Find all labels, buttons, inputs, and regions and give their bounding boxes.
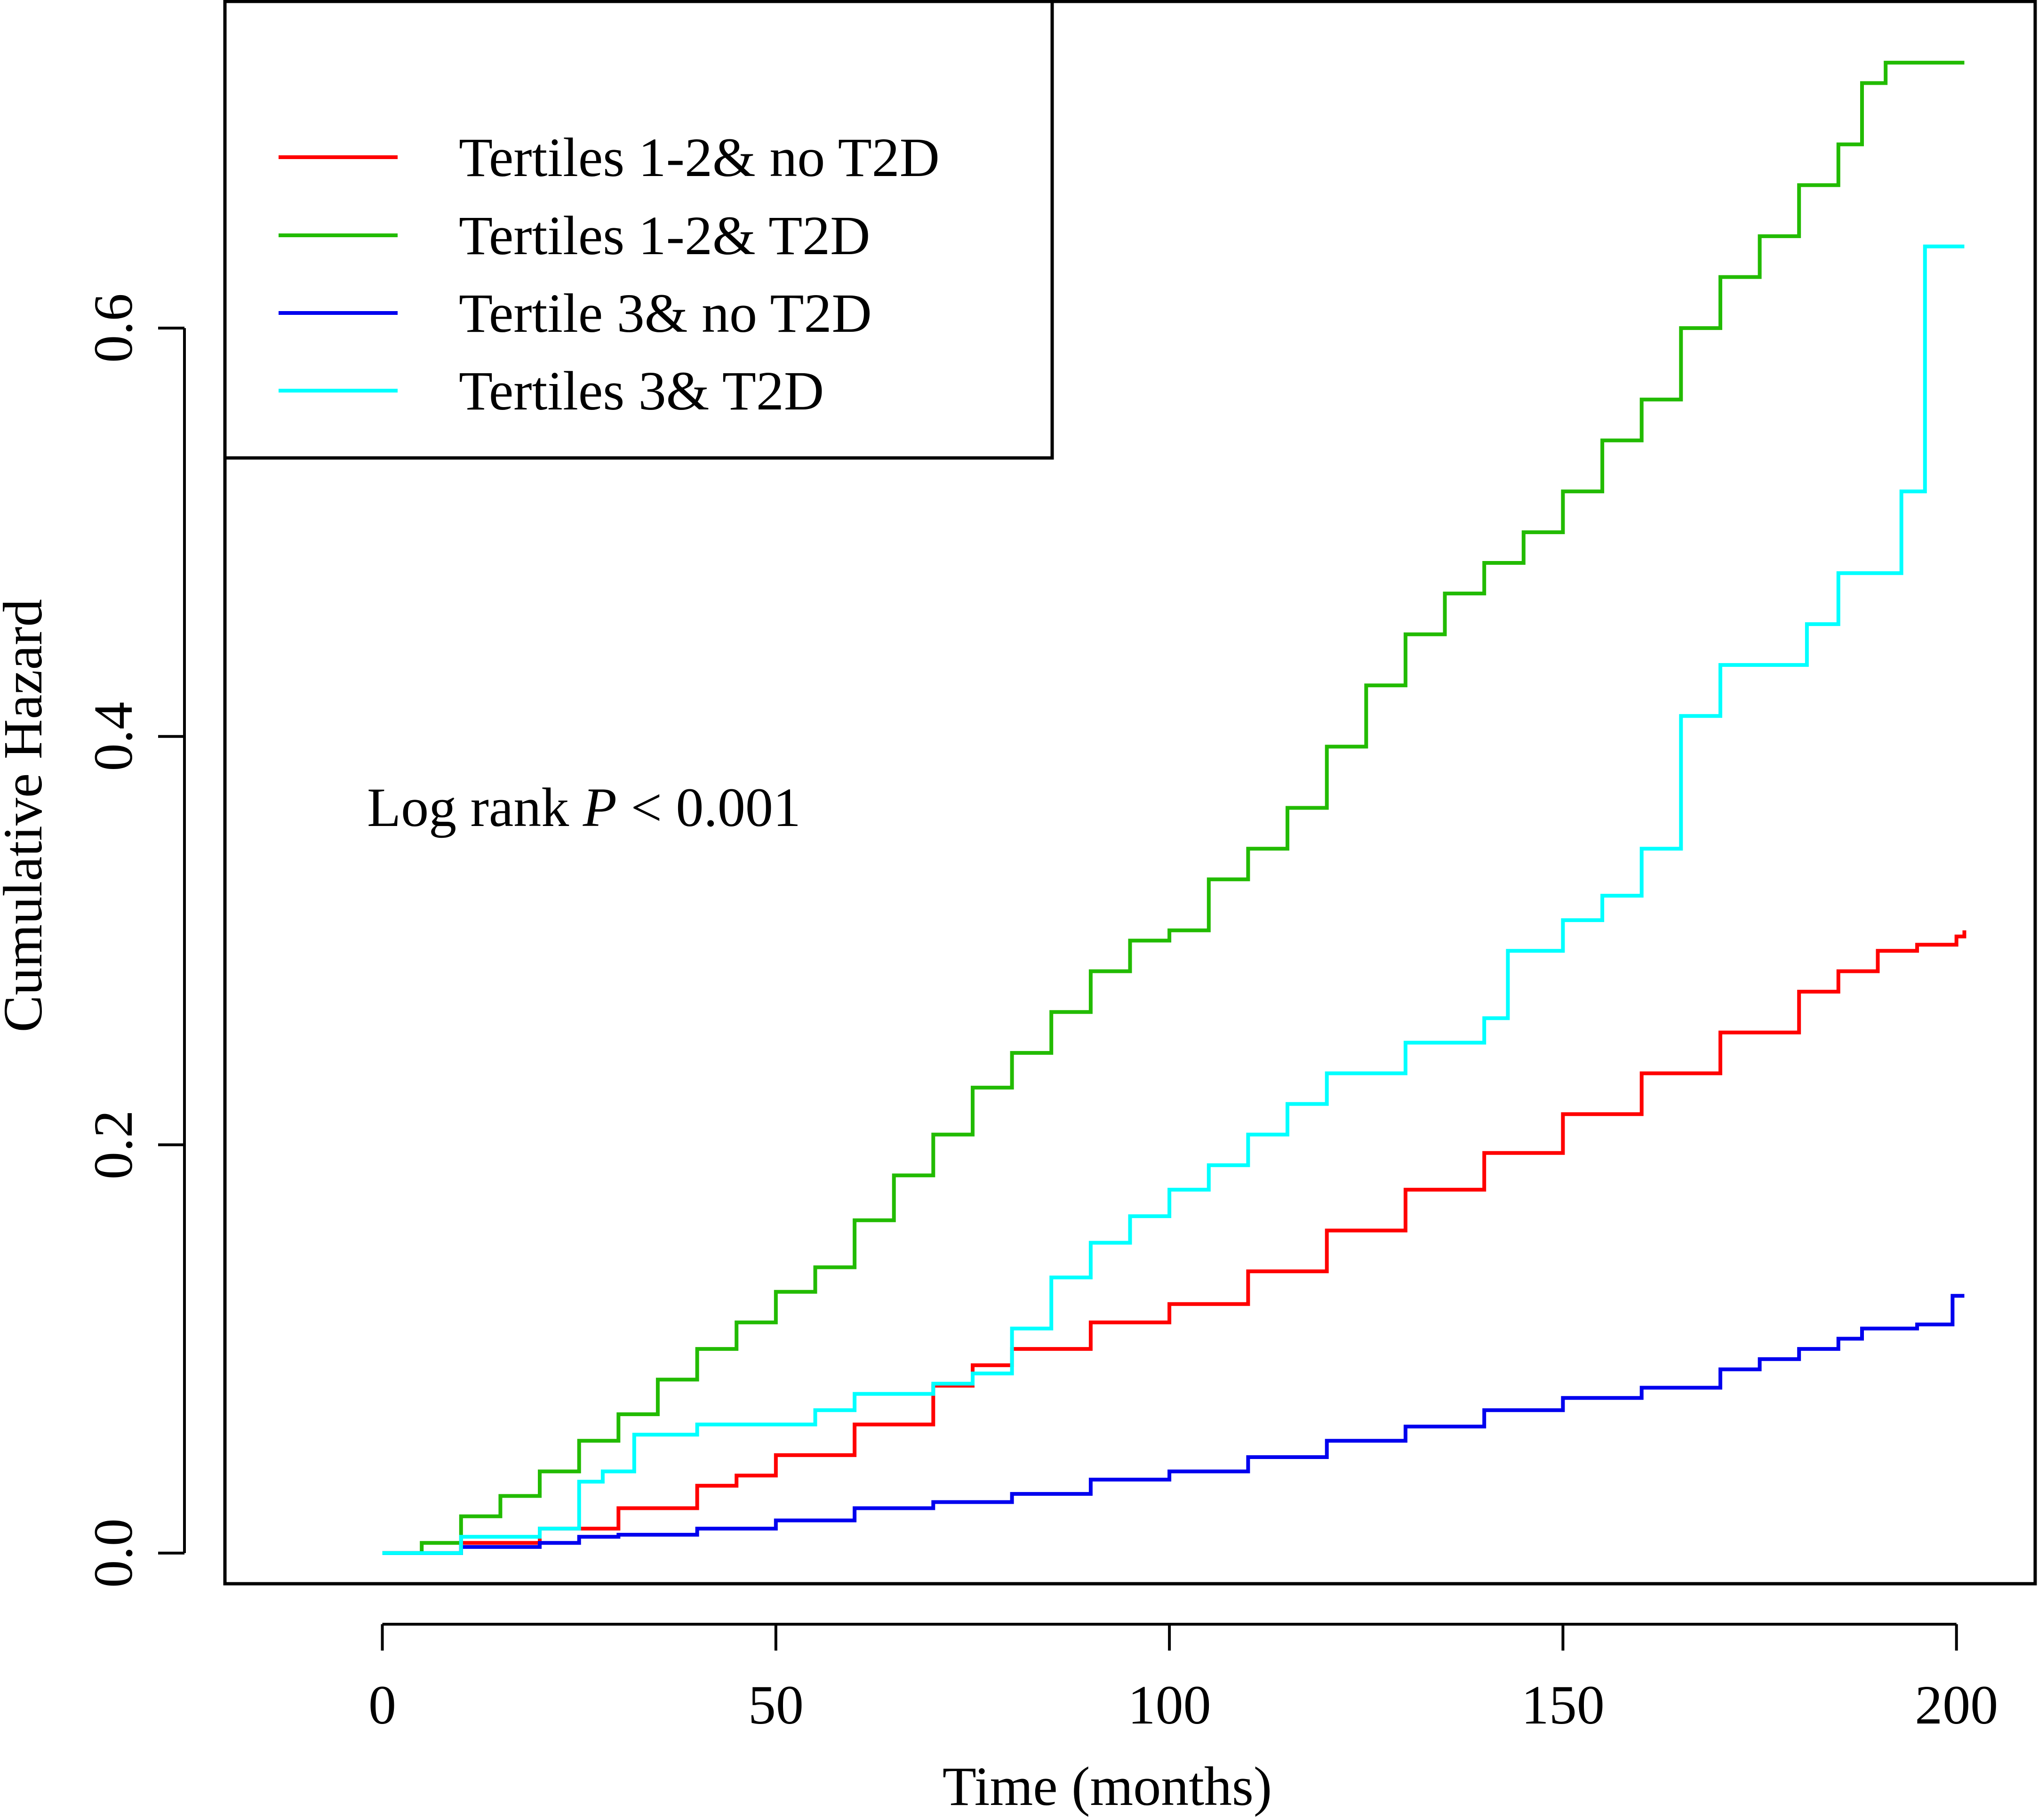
y-axis-title: Cumulative Hazard: [0, 599, 54, 1033]
legend-label-3: Tertile 3& no T2D: [459, 282, 872, 344]
series-layer: [382, 61, 1966, 1555]
series-line-3: [382, 1294, 1965, 1555]
y-tick-label-3: 0.6: [82, 293, 144, 363]
x-axis-title: Time (months): [943, 1756, 1272, 1817]
legend-box: [223, 0, 1054, 460]
annotation-prefix: Log rank: [367, 777, 583, 838]
legend-label-1: Tertiles 1-2& no T2D: [459, 127, 940, 188]
y-tick-label-1: 0.2: [82, 1110, 144, 1180]
plot-frame: [223, 0, 2037, 1586]
series-line-1: [382, 930, 1966, 1555]
y-tick-label-2: 0.4: [82, 702, 144, 771]
x-tick-label-1: 50: [748, 1674, 804, 1736]
legend-label-4: Tertiles 3& T2D: [459, 360, 824, 422]
legend: Tertiles 1-2& no T2D Tertiles 1-2& T2D Ter…: [223, 0, 1054, 460]
series-line-2: [382, 61, 1965, 1555]
x-tick-label-0: 0: [368, 1674, 396, 1736]
y-axis: 0.0 0.2 0.4 0.6: [82, 293, 186, 1588]
legend-label-2: Tertiles 1-2& T2D: [459, 205, 870, 266]
annotation-p: P: [583, 777, 617, 838]
log-rank-annotation: Log rank P < 0.001: [367, 777, 801, 838]
annotation-suffix: < 0.001: [617, 777, 801, 838]
series-line-4: [382, 244, 1965, 1555]
x-tick-label-4: 200: [1915, 1674, 1998, 1736]
y-tick-label-0: 0.0: [82, 1518, 144, 1588]
x-axis: 0 50 100 150 200: [368, 1623, 1998, 1736]
x-tick-label-3: 150: [1521, 1674, 1605, 1736]
x-tick-label-2: 100: [1128, 1674, 1211, 1736]
